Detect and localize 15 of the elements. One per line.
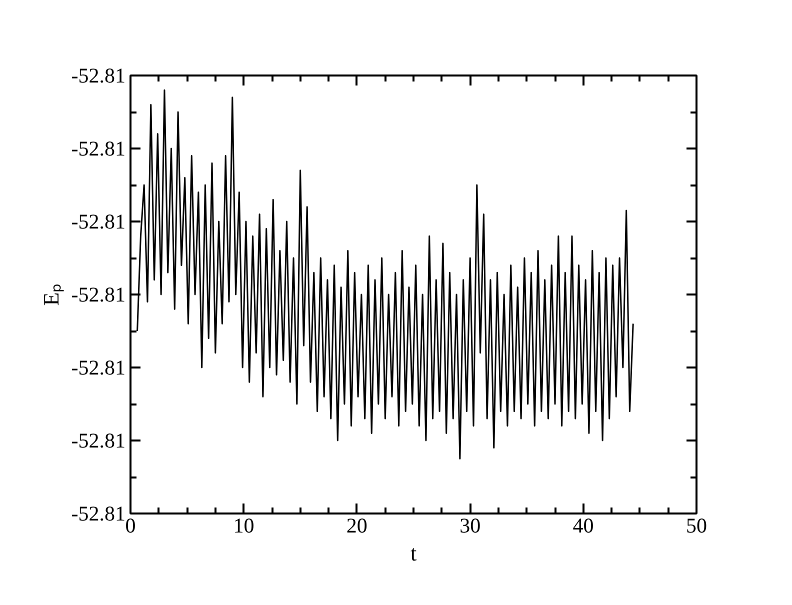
- x-tick-label: 20: [346, 514, 368, 538]
- y-tick-label: -52.81: [71, 64, 126, 88]
- y-tick-label: -52.81: [71, 502, 126, 526]
- x-tick-label: 30: [460, 514, 481, 538]
- x-tick-label: 50: [686, 514, 707, 538]
- y-tick-label: -52.81: [71, 356, 126, 380]
- y-tick-label: -52.81: [71, 428, 126, 452]
- y-tick-label: -52.81: [71, 136, 126, 160]
- y-tick-label: -52.81: [71, 282, 126, 306]
- y-tick-label: -52.81: [71, 210, 126, 234]
- x-tick-label: 10: [233, 514, 254, 538]
- x-tick-label: 0: [125, 514, 136, 538]
- y-axis-title: Eₚ: [38, 283, 64, 306]
- x-axis-title: t: [410, 540, 417, 566]
- x-tick-label: 40: [572, 514, 594, 538]
